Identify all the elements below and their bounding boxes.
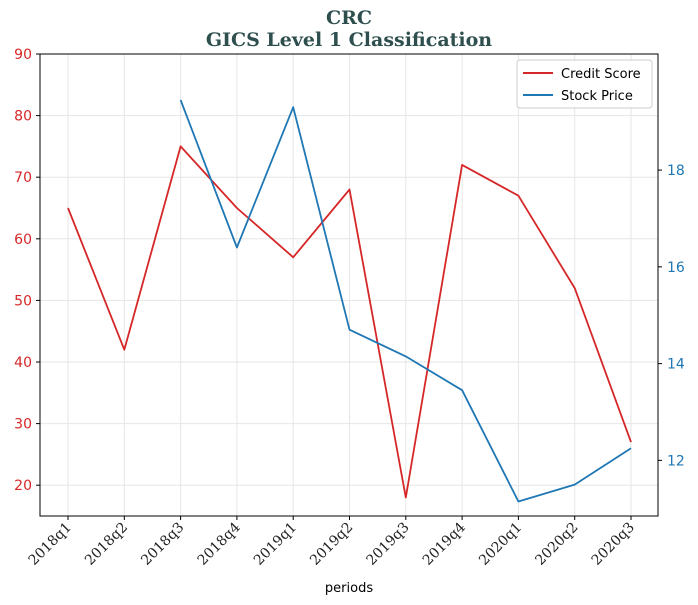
left-tick-label: 90	[14, 47, 32, 63]
chart-title: CRC	[326, 7, 372, 29]
right-tick-label: 14	[667, 357, 685, 373]
series-line-stock-price	[179, 99, 632, 503]
series-line-credit-score	[67, 145, 632, 499]
legend-label-credit-score: Credit Score	[561, 67, 641, 82]
x-tick-label: 2019q3	[363, 520, 412, 569]
x-tick-label: 2018q1	[26, 520, 75, 569]
right-tick-label: 12	[667, 453, 685, 469]
right-axis: 12 14 16 18	[658, 163, 685, 469]
right-tick-label: 18	[667, 163, 685, 179]
left-tick-label: 80	[14, 109, 32, 125]
grid-lines	[40, 53, 658, 516]
x-tick-label: 2019q2	[307, 520, 356, 569]
left-tick-label: 30	[14, 417, 32, 433]
x-tick-label: 2019q1	[251, 520, 300, 569]
left-tick-label: 40	[14, 355, 32, 371]
x-tick-label: 2020q1	[476, 520, 525, 569]
x-tick-label: 2018q2	[82, 520, 131, 569]
x-tick-label: 2018q4	[195, 519, 244, 568]
left-tick-label: 70	[14, 170, 32, 186]
x-tick-label: 2019q4	[420, 519, 469, 568]
right-tick-label: 16	[667, 260, 685, 276]
x-tick-label: 2020q3	[589, 520, 638, 569]
legend: Credit Score Stock Price	[516, 59, 653, 109]
series-layer	[67, 99, 632, 503]
x-tick-label: 2020q2	[532, 520, 581, 569]
legend-label-stock-price: Stock Price	[561, 89, 633, 104]
x-tick-label: 2018q3	[138, 520, 187, 569]
left-axis: 20 30 40 50 60 70 80 90	[14, 47, 40, 494]
chart-subtitle: GICS Level 1 Classification	[206, 29, 492, 51]
left-tick-label: 20	[14, 478, 32, 494]
left-tick-label: 60	[14, 232, 32, 248]
x-axis-label: periods	[325, 581, 373, 596]
left-tick-label: 50	[14, 293, 32, 309]
x-axis: 2018q1 2018q2 2018q3 2018q4 2019q1 2019q2 2019…	[26, 516, 638, 569]
